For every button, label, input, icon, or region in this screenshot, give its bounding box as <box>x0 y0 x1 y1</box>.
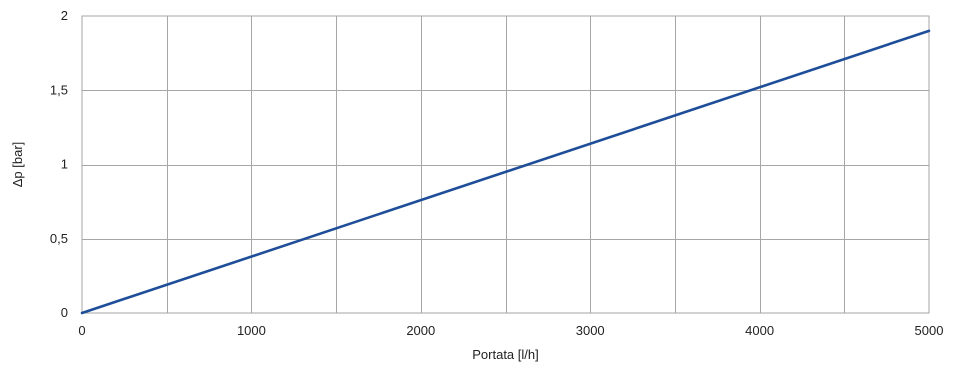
y-tick-labels: 0 0,5 1 1,5 2 <box>50 8 68 320</box>
y-tick-label: 1 <box>61 157 68 172</box>
grid <box>82 16 929 313</box>
y-tick-label: 2 <box>61 8 68 23</box>
x-tick-label: 2000 <box>406 323 435 338</box>
x-axis-title: Portata [l/h] <box>472 347 538 362</box>
y-tick-label: 1,5 <box>50 82 68 97</box>
x-tick-label: 0 <box>78 323 85 338</box>
x-tick-label: 5000 <box>915 323 944 338</box>
x-tick-label: 4000 <box>745 323 774 338</box>
y-axis-title: Δp [bar] <box>10 142 25 188</box>
x-tick-label: 1000 <box>237 323 266 338</box>
series-line <box>80 29 931 315</box>
plot-frame <box>81 15 930 314</box>
x-tick-labels: 0 1000 2000 3000 4000 5000 <box>78 323 943 338</box>
x-tick-label: 3000 <box>576 323 605 338</box>
y-tick-label: 0,5 <box>50 231 68 246</box>
series-group <box>80 29 931 315</box>
y-tick-label: 0 <box>61 305 68 320</box>
